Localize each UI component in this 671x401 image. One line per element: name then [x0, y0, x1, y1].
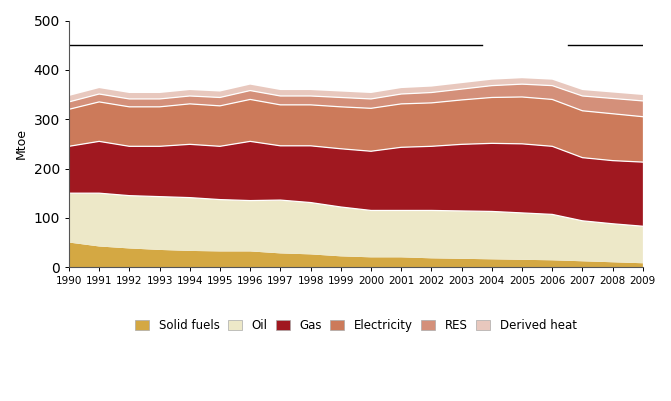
Y-axis label: Mtoe: Mtoe — [15, 128, 28, 159]
Legend: Solid fuels, Oil, Gas, Electricity, RES, Derived heat: Solid fuels, Oil, Gas, Electricity, RES,… — [132, 315, 580, 335]
